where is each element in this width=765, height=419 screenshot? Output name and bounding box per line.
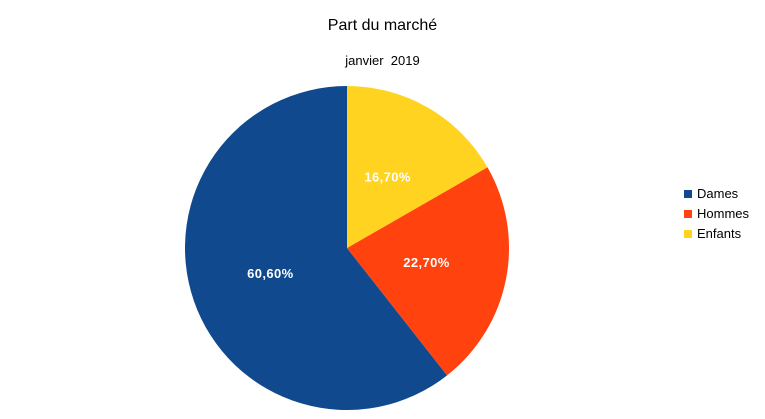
legend-item-enfants[interactable]: Enfants	[684, 224, 749, 244]
slice-label-hommes: 22,70%	[403, 255, 450, 270]
chart-title: Part du marché	[327, 17, 438, 34]
legend-swatch-icon	[684, 190, 692, 198]
legend-label-dames: Dames	[697, 186, 739, 201]
legend-item-hommes[interactable]: Hommes	[684, 204, 749, 224]
pie-slice-dames[interactable]	[185, 86, 448, 410]
pie-slice-enfants[interactable]	[347, 86, 488, 248]
legend-label-hommes: Hommes	[697, 206, 750, 221]
slice-label-dames: 60,60%	[247, 266, 294, 281]
slice-label-enfants: 16,70%	[364, 169, 411, 184]
legend: Dames Hommes Enfants	[684, 184, 749, 244]
legend-label-enfants: Enfants	[697, 226, 742, 241]
legend-item-dames[interactable]: Dames	[684, 184, 749, 204]
chart-subtitle: janvier 2019	[345, 53, 420, 68]
legend-swatch-icon	[684, 230, 692, 238]
pie-slice-hommes[interactable]	[347, 167, 509, 376]
pie-chart: 60,60% 22,70% 16,70%	[185, 86, 509, 410]
legend-swatch-icon	[684, 210, 692, 218]
